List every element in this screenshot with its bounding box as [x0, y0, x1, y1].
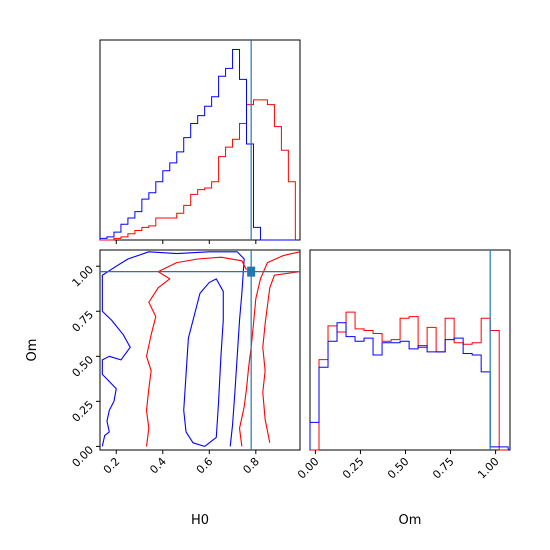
h0-histogram-series	[99, 40, 296, 241]
contour-y-tick-label: 0.50	[70, 353, 97, 380]
om-histogram-series	[309, 250, 509, 451]
contour-blue-level-2	[101, 251, 245, 447]
contour-blue-level-1	[183, 278, 224, 447]
contour-x-tick-label: 0.4	[147, 455, 169, 477]
om-histogram-x-tick-label: 0.50	[385, 455, 412, 482]
h0-histogram-frame	[99, 39, 301, 241]
h0-histogram-ticks	[115, 240, 257, 244]
om-histogram-ticks: 0.00 0.25 0.50 0.75 1.00	[295, 450, 502, 481]
contour-red-level-3	[238, 251, 301, 447]
om-histogram-x-tick-label: 0.00	[295, 455, 322, 482]
om-histogram-x-tick-label: 1.00	[475, 455, 502, 482]
contour-frame	[99, 249, 301, 451]
om-x-axis-label: Om	[399, 513, 422, 528]
contour-red-level-1	[145, 256, 247, 447]
contour-x-tick-label: 0.8	[240, 455, 262, 477]
contour-red-level-2	[262, 271, 301, 443]
h0-histogram-panel	[99, 39, 301, 244]
contour-y-tick-label: 0.00	[70, 443, 97, 470]
om-histogram-frame	[309, 249, 511, 451]
om-histogram-x-tick-label: 0.75	[430, 455, 457, 482]
contour-y-tick-label: 1.00	[70, 263, 97, 290]
contour-panel: 0.2 0.4 0.6 0.8 0.00 0.25 0.50 0.75 1.00 H0 Om	[25, 249, 301, 528]
om-histogram-red-series	[310, 311, 509, 451]
om-histogram-blue-series	[309, 322, 509, 450]
contour-x-axis-label: H0	[191, 513, 209, 528]
h0-histogram-red-series	[100, 99, 296, 241]
contour-truth-marker	[247, 266, 256, 277]
contour-x-tick-label: 0.6	[194, 455, 216, 477]
contour-y-tick-label: 0.25	[70, 398, 97, 425]
contour-x-tick-label: 0.2	[101, 455, 123, 477]
contour-y-tick-label: 0.75	[70, 308, 97, 335]
contour-ticks: 0.2 0.4 0.6 0.8 0.00 0.25 0.50 0.75 1.00	[70, 263, 262, 476]
om-histogram-panel: 0.00 0.25 0.50 0.75 1.00 Om	[295, 249, 511, 528]
contour-series	[100, 250, 301, 450]
contour-y-axis-label: Om	[25, 339, 40, 362]
h0-histogram-blue-series	[99, 49, 296, 241]
om-histogram-x-tick-label: 0.25	[340, 455, 367, 482]
